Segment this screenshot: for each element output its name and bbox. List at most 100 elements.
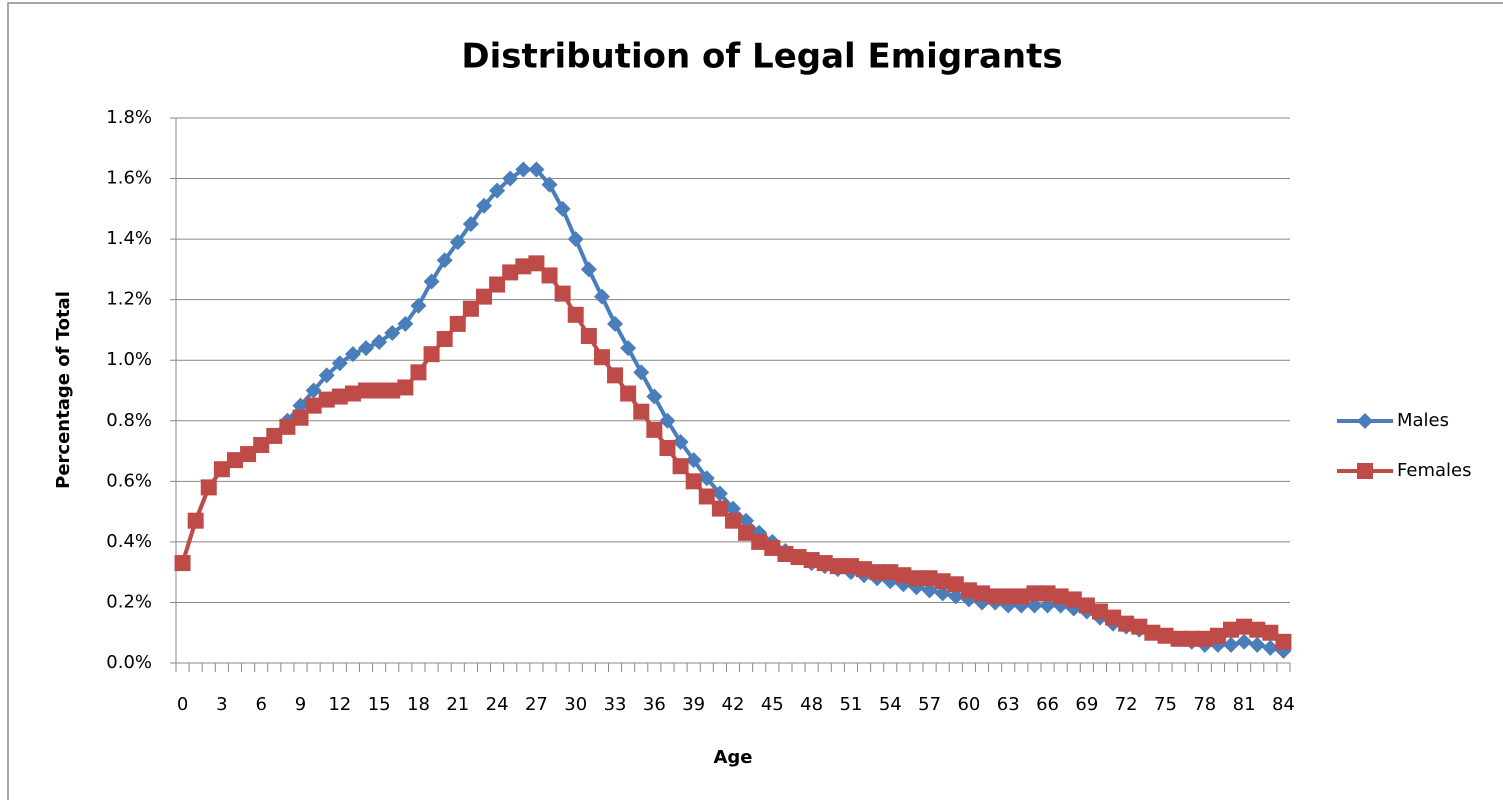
data-point bbox=[1131, 618, 1148, 635]
data-point bbox=[475, 197, 492, 214]
x-tick-label: 48 bbox=[800, 694, 823, 715]
data-point bbox=[1039, 597, 1056, 614]
x-tick-label: 0 bbox=[177, 694, 188, 715]
data-point bbox=[305, 397, 322, 414]
x-tick-label: 24 bbox=[486, 694, 509, 715]
data-point bbox=[698, 470, 715, 487]
data-point bbox=[410, 364, 427, 381]
y-tick-label: 0.2% bbox=[106, 591, 152, 612]
data-point bbox=[1236, 618, 1253, 635]
data-point bbox=[672, 433, 689, 450]
data-point bbox=[384, 382, 401, 399]
x-tick-label: 18 bbox=[407, 694, 430, 715]
data-point bbox=[1052, 588, 1069, 605]
data-point bbox=[1275, 633, 1292, 650]
x-tick-label: 36 bbox=[643, 694, 666, 715]
legend-label: Females bbox=[1397, 460, 1471, 481]
data-point bbox=[371, 334, 388, 351]
legend-label: Males bbox=[1397, 410, 1449, 431]
x-tick-label: 72 bbox=[1115, 694, 1138, 715]
data-point bbox=[947, 588, 964, 605]
x-tick-label: 9 bbox=[295, 694, 306, 715]
data-point bbox=[567, 306, 584, 323]
data-point bbox=[698, 488, 715, 505]
x-tick-label: 12 bbox=[328, 694, 351, 715]
y-axis-label: Percentage of Total bbox=[53, 291, 74, 489]
x-tick-label: 33 bbox=[604, 694, 627, 715]
data-point bbox=[502, 170, 519, 187]
data-point bbox=[659, 412, 676, 429]
y-tick-label: 1.0% bbox=[106, 349, 152, 370]
x-tick-label: 57 bbox=[918, 694, 941, 715]
data-point bbox=[738, 512, 755, 529]
data-point bbox=[580, 261, 597, 278]
data-point bbox=[554, 285, 571, 302]
data-point bbox=[803, 552, 820, 569]
x-tick-label: 27 bbox=[525, 694, 548, 715]
data-point bbox=[934, 573, 951, 590]
data-point bbox=[384, 324, 401, 341]
x-tick-label: 30 bbox=[564, 694, 587, 715]
x-tick-label: 81 bbox=[1233, 694, 1256, 715]
data-point bbox=[580, 328, 597, 344]
data-point bbox=[541, 267, 558, 284]
data-point bbox=[475, 288, 492, 305]
data-point bbox=[777, 546, 794, 562]
data-point bbox=[423, 273, 440, 290]
data-point bbox=[869, 564, 886, 581]
data-point bbox=[1105, 609, 1122, 626]
x-tick-label: 60 bbox=[957, 694, 980, 715]
data-point bbox=[607, 367, 624, 384]
x-tick-label: 78 bbox=[1193, 694, 1216, 715]
data-point bbox=[751, 533, 768, 550]
data-point bbox=[646, 421, 663, 438]
data-point bbox=[1078, 597, 1095, 614]
data-point bbox=[331, 388, 348, 405]
x-tick-label: 51 bbox=[839, 694, 862, 715]
data-point bbox=[489, 276, 506, 293]
data-point bbox=[620, 340, 637, 357]
y-tick-label: 0.0% bbox=[106, 652, 152, 673]
data-point bbox=[1026, 585, 1043, 602]
data-point bbox=[659, 440, 676, 457]
data-point bbox=[934, 585, 951, 602]
data-point bbox=[371, 382, 388, 399]
data-point bbox=[449, 234, 466, 251]
data-point bbox=[489, 182, 506, 199]
y-tick-label: 1.6% bbox=[106, 168, 152, 189]
data-point bbox=[790, 549, 807, 566]
data-point bbox=[1013, 588, 1030, 605]
x-tick-label: 66 bbox=[1036, 694, 1059, 715]
data-point bbox=[672, 458, 689, 475]
data-point bbox=[725, 500, 741, 517]
data-point bbox=[436, 252, 453, 269]
data-point bbox=[305, 382, 322, 399]
data-point bbox=[908, 570, 925, 587]
legend-marker bbox=[1357, 463, 1373, 479]
data-point bbox=[240, 446, 257, 463]
data-point bbox=[397, 379, 414, 396]
data-point bbox=[829, 558, 846, 575]
data-point bbox=[646, 388, 663, 405]
data-point bbox=[593, 349, 610, 366]
y-tick-label: 1.8% bbox=[106, 107, 152, 128]
data-point bbox=[226, 452, 243, 469]
y-tick-label: 0.4% bbox=[106, 531, 152, 552]
data-point bbox=[253, 437, 270, 453]
data-point bbox=[882, 564, 899, 581]
data-point bbox=[685, 452, 702, 469]
data-point bbox=[279, 418, 296, 435]
data-point bbox=[593, 288, 610, 305]
data-point bbox=[1065, 591, 1082, 608]
data-point bbox=[213, 461, 230, 478]
data-point bbox=[502, 264, 519, 281]
data-point bbox=[462, 215, 479, 232]
data-point bbox=[1144, 624, 1161, 641]
data-point bbox=[1118, 615, 1135, 632]
data-point bbox=[1039, 585, 1056, 602]
x-tick-label: 54 bbox=[879, 694, 902, 715]
data-point bbox=[1170, 630, 1187, 647]
x-axis-label: Age bbox=[713, 747, 752, 768]
data-point bbox=[292, 397, 309, 414]
x-tick-label: 45 bbox=[761, 694, 784, 715]
